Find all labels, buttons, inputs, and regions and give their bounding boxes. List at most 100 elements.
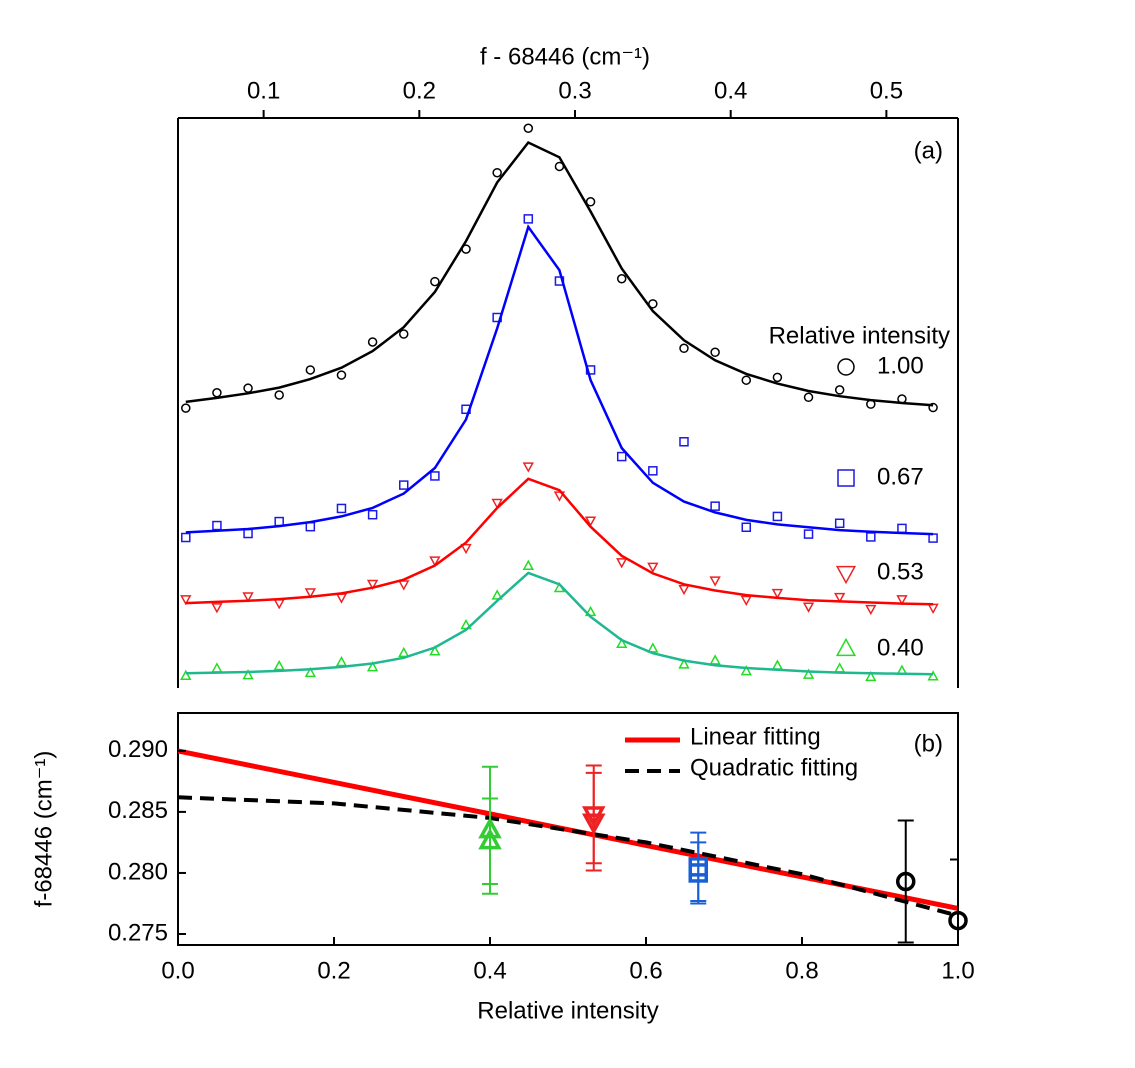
data-point <box>927 670 939 681</box>
legend-label: 0.67 <box>877 463 924 490</box>
frame-b <box>177 712 959 946</box>
data-point <box>584 516 597 527</box>
data-point <box>709 576 721 587</box>
data-point <box>398 580 410 591</box>
fit-line <box>185 477 934 606</box>
data-point <box>803 392 814 403</box>
error-bar <box>897 819 914 944</box>
data-point <box>616 637 628 649</box>
data-point <box>948 910 968 931</box>
x-tick-label: 0.4 <box>714 77 747 104</box>
data-point <box>710 347 720 358</box>
annotation: (a) <box>914 137 943 164</box>
data-point <box>771 588 784 600</box>
fit-line <box>185 224 934 536</box>
data-point <box>688 863 709 883</box>
data-point <box>522 559 534 570</box>
data-point <box>242 592 254 603</box>
data-point <box>491 498 503 510</box>
data-point <box>336 503 347 514</box>
data-point <box>616 451 627 462</box>
data-point <box>866 532 876 542</box>
data-point <box>928 402 938 413</box>
data-point <box>772 372 783 383</box>
x-tick-label: 0.3 <box>558 77 591 104</box>
x-tick-label: 0.5 <box>870 77 903 104</box>
data-point <box>429 645 441 656</box>
data-point <box>335 593 348 604</box>
data-point <box>212 520 222 531</box>
x-tick-label: 0.0 <box>161 957 194 984</box>
data-point <box>478 816 502 839</box>
data-point <box>523 123 534 134</box>
data-point <box>366 579 379 591</box>
legend-marker <box>835 565 857 585</box>
data-point <box>398 646 410 658</box>
data-point <box>304 588 317 599</box>
data-point <box>678 584 690 596</box>
data-point <box>273 599 285 610</box>
data-point <box>181 403 191 413</box>
y-label: f-68446 (cm⁻¹) <box>30 751 57 908</box>
data-point <box>274 516 284 527</box>
data-point <box>740 595 752 607</box>
x-tick-label: 0.8 <box>785 957 818 984</box>
data-point <box>740 665 752 676</box>
x-label: Relative intensity <box>477 997 658 1024</box>
data-point <box>273 659 285 671</box>
data-point <box>679 437 689 447</box>
data-point <box>679 343 689 354</box>
data-point <box>896 595 908 606</box>
data-point <box>211 662 223 673</box>
data-point <box>616 558 628 569</box>
x-tick-label: 0.2 <box>317 957 350 984</box>
data-point <box>772 511 783 522</box>
data-point <box>802 668 815 679</box>
data-point <box>616 273 627 284</box>
x-tick-label: 0.6 <box>629 957 662 984</box>
data-point <box>274 390 284 400</box>
legend-marker <box>837 358 855 376</box>
x-tick-label: 1.0 <box>941 957 974 984</box>
legend-label: 1.00 <box>877 352 924 379</box>
data-point <box>802 602 815 613</box>
data-point <box>430 276 440 287</box>
x-label-top: f - 68446 (cm⁻¹) <box>480 43 650 70</box>
data-point <box>834 592 846 604</box>
error-bar <box>950 858 958 945</box>
data-point <box>305 365 316 375</box>
fit-line <box>178 748 958 911</box>
legend-marker <box>835 637 857 657</box>
legend-label: 0.53 <box>877 558 924 585</box>
y-tick-label: 0.280 <box>108 858 168 885</box>
data-point <box>460 543 472 555</box>
legend-label: Quadratic fitting <box>690 754 858 781</box>
data-point <box>834 518 845 529</box>
data-point <box>865 604 877 616</box>
data-point <box>180 669 192 680</box>
data-point <box>367 509 378 520</box>
data-point <box>741 522 752 533</box>
data-point <box>211 603 223 614</box>
data-point <box>304 666 317 678</box>
fit-line <box>185 571 934 676</box>
data-point <box>709 654 721 665</box>
fit-line <box>185 140 934 407</box>
data-point <box>430 471 440 481</box>
data-point <box>771 659 784 670</box>
x-tick-label: 0.2 <box>403 77 436 104</box>
data-point <box>243 383 253 393</box>
data-point <box>928 533 938 543</box>
data-point <box>523 214 534 224</box>
data-point <box>834 385 845 395</box>
data-point <box>305 521 316 532</box>
data-point <box>522 462 534 473</box>
y-tick-label: 0.275 <box>108 919 168 946</box>
data-point <box>834 662 846 673</box>
error-bar <box>482 797 498 885</box>
data-point <box>678 658 690 669</box>
data-point <box>897 523 907 534</box>
annotation: (b) <box>914 730 943 757</box>
data-point <box>865 670 877 682</box>
x-tick-label: 0.1 <box>247 77 280 104</box>
